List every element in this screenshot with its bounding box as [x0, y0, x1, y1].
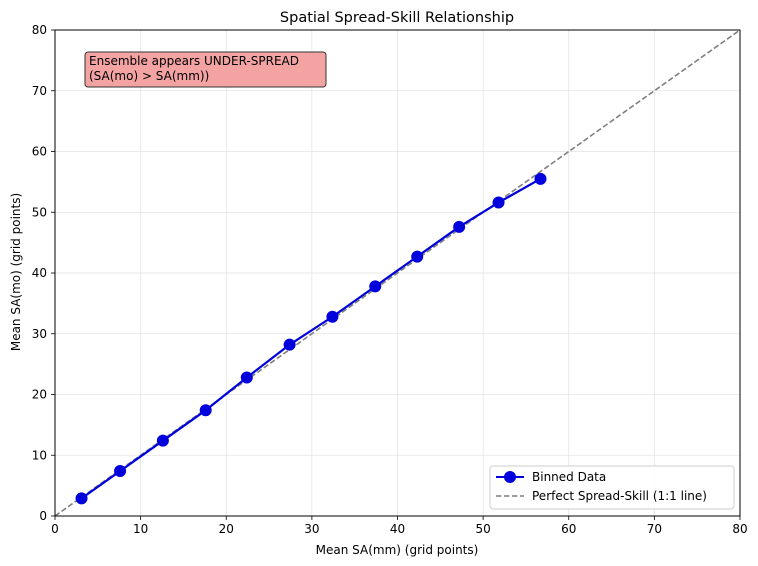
x-tick-label: 50	[475, 522, 490, 536]
legend-marker-binned-data	[504, 471, 516, 483]
y-tick-label: 10	[32, 448, 47, 462]
x-tick-label: 10	[133, 522, 148, 536]
annotation-line-1: Ensemble appears UNDER-SPREAD	[89, 54, 299, 68]
y-tick-label: 0	[39, 509, 47, 523]
binned-data-line	[80, 177, 542, 500]
legend: Binned Data Perfect Spread-Skill (1:1 li…	[489, 465, 735, 510]
y-tick-label: 30	[32, 327, 47, 341]
legend-frame	[489, 465, 735, 510]
y-tick-label: 60	[32, 145, 47, 159]
x-axis-label: Mean SA(mm) (grid points)	[316, 543, 479, 557]
x-tick-label: 20	[219, 522, 234, 536]
under-spread-annotation: Ensemble appears UNDER-SPREAD (SA(mo) > …	[84, 51, 327, 88]
binned-data-point	[369, 280, 382, 293]
x-tick-label: 80	[732, 522, 747, 536]
y-axis-label: Mean SA(mo) (grid points)	[9, 193, 23, 351]
x-tick-label: 60	[561, 522, 576, 536]
binned-data-point	[326, 310, 339, 323]
x-tick-label: 30	[304, 522, 319, 536]
binned-data-point	[75, 492, 88, 505]
y-tick-label: 70	[32, 84, 47, 98]
chart-title: Spatial Spread-Skill Relationship	[280, 10, 514, 26]
x-tick-label: 0	[51, 522, 59, 536]
y-tick-label: 80	[32, 23, 47, 37]
binned-data-point	[199, 404, 212, 417]
series-layer	[75, 172, 547, 505]
x-tick-label: 70	[647, 522, 662, 536]
annotation-background	[84, 51, 327, 88]
binned-data-point	[453, 220, 466, 233]
annotation-line-2: (SA(mo) > SA(mm))	[89, 69, 209, 83]
y-tick-label: 40	[32, 266, 47, 280]
binned-data-point	[411, 250, 424, 263]
axis-ticks: 0 10 20 30 40 50 60 70 80 0 10 20 30 40 50 60 70 80	[32, 23, 748, 536]
binned-data-point	[240, 371, 253, 384]
legend-label-binned-data: Binned Data	[532, 470, 606, 484]
binned-data-point	[283, 338, 296, 351]
y-tick-label: 20	[32, 388, 47, 402]
x-tick-label: 40	[390, 522, 405, 536]
y-tick-label: 50	[32, 205, 47, 219]
binned-data-point	[156, 434, 169, 447]
legend-label-perfect-line: Perfect Spread-Skill (1:1 line)	[532, 489, 707, 503]
binned-data-point	[114, 465, 127, 478]
binned-data-point	[492, 196, 505, 209]
binned-data-point	[534, 172, 547, 185]
